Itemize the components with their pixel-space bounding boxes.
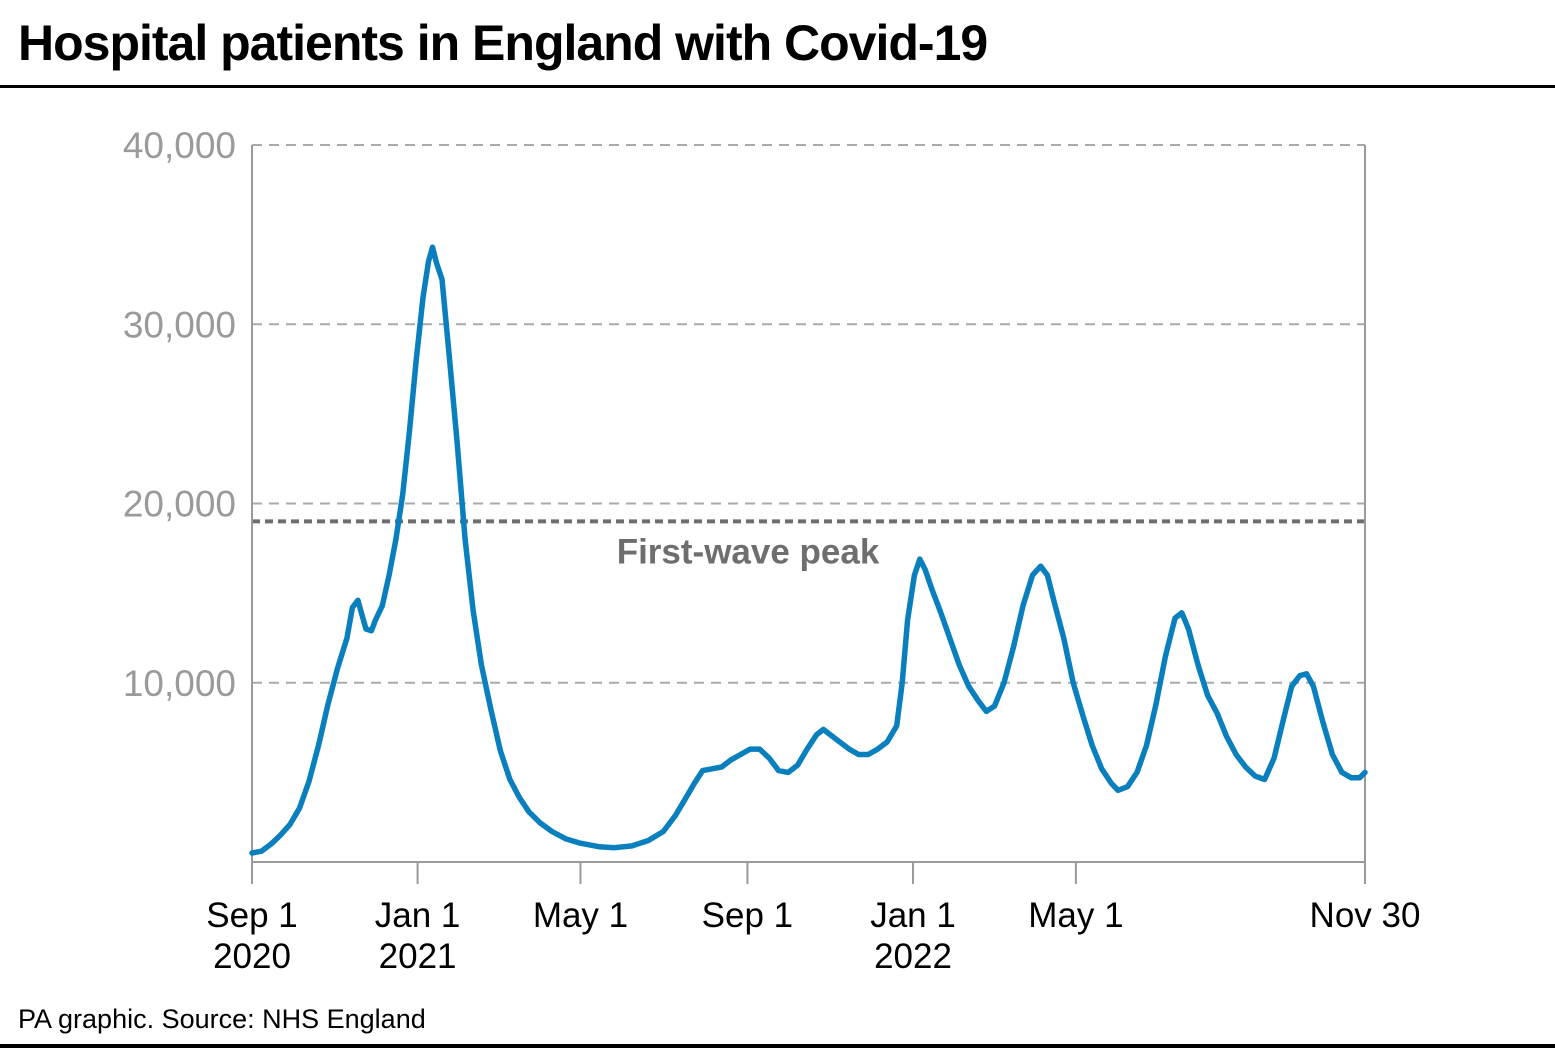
x-tick-label: Jan 1 [375,896,461,935]
y-tick-label: 20,000 [123,484,236,525]
source-note: PA graphic. Source: NHS England [18,1004,426,1034]
x-tick-label: Jan 1 [870,896,956,935]
y-tick-label: 40,000 [123,125,236,166]
reference-line-group: First-wave peak [252,519,1365,571]
series-group [249,244,1368,856]
gridlines [252,144,1365,684]
series-line [249,244,1368,856]
x-tick-label: Nov 30 [1310,896,1421,935]
x-tick-label: May 1 [533,896,628,935]
x-tick-year-label: 2022 [874,937,952,976]
y-tick-label: 30,000 [123,304,236,345]
title-rule [0,85,1555,88]
x-tick-year-label: 2020 [213,937,291,976]
x-tick-year-label: 2021 [379,937,457,976]
chart-title: Hospital patients in England with Covid-… [18,15,988,71]
x-tick-label: Sep 1 [702,896,793,935]
footer-rule [0,1044,1555,1048]
x-tick-label: Sep 1 [206,896,297,935]
reference-line-label: First-wave peak [617,532,880,571]
x-tick-label: May 1 [1028,896,1123,935]
y-tick-label: 10,000 [123,663,236,704]
axes [251,145,1366,884]
